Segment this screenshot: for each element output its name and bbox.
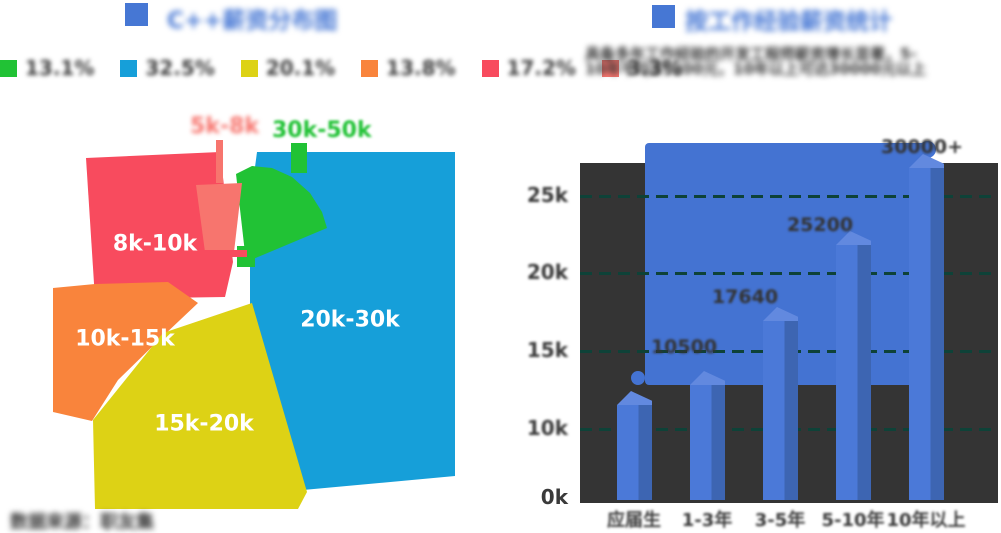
x-tick-1-3-years: 1-3年: [681, 510, 733, 531]
right-chart-subtitle: 具备多年工作经验的开发工程师薪资增长显著，5-10年平均25200元，10年以上…: [585, 45, 927, 78]
legend-value: 20.1%: [265, 56, 336, 80]
pie-label-20k-30k: 20k-30k: [300, 307, 400, 333]
x-tick-10plus-years: 10年以上: [886, 510, 966, 531]
bar-cap: [617, 391, 652, 405]
bar-5-10-years[interactable]: [836, 231, 871, 500]
left-chart-title: C++薪资分布图: [167, 8, 338, 34]
left-title-bullet-icon: [125, 3, 148, 26]
legend-value: 32.5%: [145, 56, 215, 80]
y-tick-0k: 0k: [540, 485, 568, 509]
bar-3-5-years[interactable]: [763, 307, 798, 500]
bar-yingjiesheng[interactable]: [617, 391, 652, 500]
legend-item-10k-15k[interactable]: 13.8%: [361, 56, 456, 80]
y-tick-20k: 20k: [526, 260, 568, 284]
green-leader-line: [291, 143, 307, 173]
right-chart-title: 按工作经验薪资统计: [685, 9, 892, 35]
gridline-20k: [580, 272, 998, 275]
right-title-bullet-icon: [652, 5, 675, 28]
y-tick-15k: 15k: [526, 338, 568, 362]
value-label-17640: 17640: [711, 286, 779, 308]
pie-segment-5k-8k[interactable]: [196, 183, 242, 252]
y-tick-25k: 25k: [526, 183, 568, 207]
gridline-25k: [580, 195, 998, 198]
legend-swatch-orange-icon: [361, 59, 379, 77]
legend-value: 13.1%: [25, 56, 95, 80]
bar-10plus-years[interactable]: [909, 154, 944, 500]
legend-item-5k-8k[interactable]: 3.3%: [601, 56, 683, 80]
legend-item-8k-10k[interactable]: 17.2%: [481, 56, 576, 80]
legend-swatch-green-icon: [0, 59, 17, 77]
legend-item-30k-50k[interactable]: 13.1%: [0, 56, 94, 80]
experience-bar-chart: 10500 17640 25200 30000+: [580, 136, 998, 503]
blob-dot: [631, 371, 645, 385]
pie-label-10k-15k: 10k-15k: [75, 326, 175, 352]
bar-1-3-years[interactable]: [690, 371, 725, 500]
legend-swatch-yellow-icon: [240, 59, 258, 77]
x-tick-5-10-years: 5-10年: [821, 510, 885, 531]
legend-value: 17.2%: [506, 56, 576, 80]
pie-label-8k-10k: 8k-10k: [112, 231, 198, 257]
legend-value: 13.8%: [386, 56, 456, 80]
legend-item-15k-20k[interactable]: 20.1%: [240, 56, 336, 80]
value-label-10500: 10500: [650, 336, 718, 358]
legend-swatch-salmon-icon: [601, 59, 619, 77]
legend-value: 3.3%: [626, 56, 683, 80]
data-source-footnote: 数据来源：职友集: [10, 512, 154, 533]
legend-item-20k-30k[interactable]: 32.5%: [120, 56, 215, 80]
legend-swatch-blue-icon: [120, 59, 138, 77]
y-tick-10k: 10k: [526, 416, 568, 440]
pie-legend: 13.1% 32.5% 20.1% 13.8% 17.2% 3.3%: [0, 56, 708, 80]
x-tick-3-5-years: 3-5年: [754, 510, 806, 531]
salary-pie-chart: 8k-10k 10k-15k 15k-20k 20k-30k 5k-8k 30k…: [0, 100, 500, 520]
value-label-25200: 25200: [786, 214, 854, 236]
red-edge-strip: [192, 250, 247, 257]
legend-swatch-red-icon: [481, 59, 499, 77]
blob-corner-dot: [919, 141, 936, 158]
pie-label-15k-20k: 15k-20k: [154, 411, 254, 437]
x-tick-yingjiesheng: 应届生: [607, 510, 661, 531]
value-label-30000plus: 30000+: [880, 136, 964, 158]
callout-label-5k-8k: 5k-8k: [190, 114, 260, 139]
callout-label-30k-50k: 30k-50k: [272, 118, 372, 143]
salmon-leader-line: [216, 140, 223, 183]
